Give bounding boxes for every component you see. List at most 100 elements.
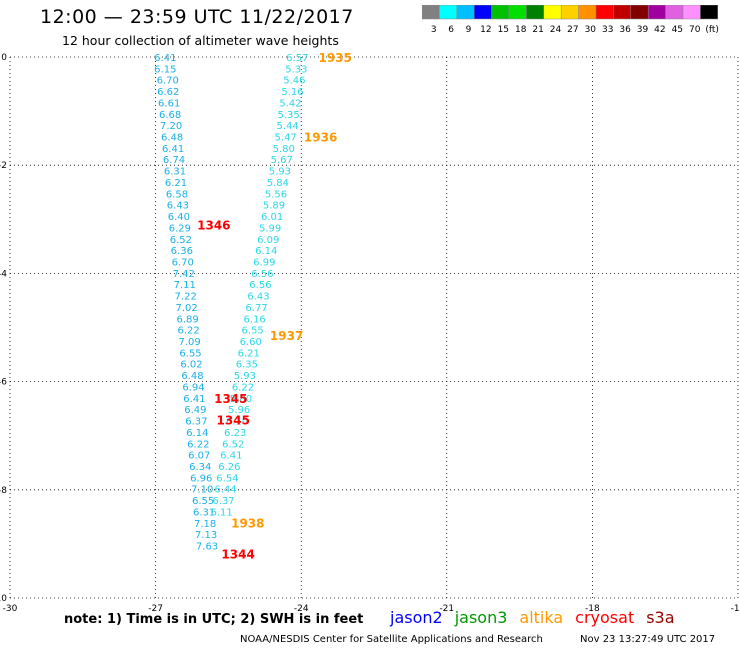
wave-height-point: 5.89 bbox=[263, 201, 285, 212]
wave-height-point: 6.61 bbox=[158, 98, 180, 109]
wave-height-point: 6.48 bbox=[181, 371, 203, 382]
wave-height-point: 6.41 bbox=[183, 394, 205, 405]
wave-height-point: 5.99 bbox=[259, 223, 281, 234]
page-title: 12:00 — 23:59 UTC 11/22/2017 bbox=[40, 6, 354, 28]
wave-height-point: 6.70 bbox=[172, 257, 194, 268]
wave-height-point: 5.56 bbox=[265, 189, 287, 200]
satellite-legend-item: jason2 bbox=[390, 608, 443, 627]
wave-height-point: 6.31 bbox=[193, 507, 215, 518]
legend-label: 18 bbox=[515, 25, 527, 35]
x-tick-label: -24 bbox=[294, 604, 309, 614]
wave-height-point: 6.15 bbox=[154, 64, 176, 75]
wave-height-point: 6.07 bbox=[188, 451, 210, 462]
wave-height-point: 6.44 bbox=[214, 485, 236, 496]
wave-height-point: 5.44 bbox=[276, 121, 298, 132]
y-tick-label: -2 bbox=[0, 161, 7, 171]
legend-label: 9 bbox=[466, 25, 472, 35]
legend-swatch bbox=[700, 5, 719, 20]
pass-time-label: 1344 bbox=[221, 548, 254, 562]
legend-label: 39 bbox=[637, 25, 649, 35]
wave-height-point: 6.43 bbox=[247, 292, 269, 303]
wave-height-point: 6.37 bbox=[185, 417, 207, 428]
wave-height-point: 6.16 bbox=[243, 314, 265, 325]
wave-height-point: 6.43 bbox=[167, 201, 189, 212]
wave-height-point: 5.33 bbox=[285, 64, 307, 75]
pass-time-label: 1935 bbox=[318, 51, 351, 65]
wave-height-point: 6.10 bbox=[226, 417, 248, 428]
legend-label: 30 bbox=[585, 25, 597, 35]
legend-label: 3 bbox=[431, 25, 437, 35]
legend-label: 45 bbox=[672, 25, 683, 35]
wave-height-point: 7.10 bbox=[191, 485, 213, 496]
wave-height-point: 6.29 bbox=[169, 223, 191, 234]
wave-height-point: 6.57 bbox=[286, 53, 308, 64]
wave-height-point: 6.23 bbox=[224, 428, 246, 439]
wave-height-point: 6.49 bbox=[184, 405, 206, 416]
wave-height-point: 7.11 bbox=[174, 280, 196, 291]
wave-height-point: 5.93 bbox=[234, 371, 256, 382]
wave-height-point: 6.41 bbox=[154, 53, 176, 64]
wave-height-point: 6.14 bbox=[186, 428, 208, 439]
wave-height-point: 6.22 bbox=[232, 382, 254, 393]
pass-time-label: 1938 bbox=[231, 516, 264, 530]
legend-label: (ft) bbox=[705, 25, 719, 35]
x-tick-label: -30 bbox=[3, 604, 18, 614]
wave-height-point: 6.68 bbox=[159, 110, 181, 121]
wave-height-point: 6.74 bbox=[163, 155, 185, 166]
wave-height-point: 6.26 bbox=[218, 462, 240, 473]
wave-height-point: 7.18 bbox=[194, 519, 216, 530]
wave-height-point: 6.52 bbox=[170, 235, 192, 246]
wave-height-point: 6.94 bbox=[182, 382, 204, 393]
wave-height-point: 6.09 bbox=[257, 235, 279, 246]
wave-height-point: 6.62 bbox=[157, 87, 179, 98]
legend-label: 21 bbox=[532, 25, 543, 35]
legend-label: 33 bbox=[602, 25, 613, 35]
wave-height-point: 6.14 bbox=[255, 246, 277, 257]
wave-height-point: 7.13 bbox=[195, 530, 217, 541]
wave-height-point: 6.48 bbox=[161, 133, 183, 144]
wave-height-point: 6.52 bbox=[222, 439, 244, 450]
wave-height-point: 6.36 bbox=[171, 246, 193, 257]
pass-time-label: 1345 bbox=[217, 413, 250, 427]
wave-height-point: 7.20 bbox=[160, 121, 182, 132]
wave-height-point: 7.63 bbox=[196, 542, 218, 553]
wave-height-point: 6.22 bbox=[187, 439, 209, 450]
footer-note: note: 1) Time is in UTC; 2) SWH is in fe… bbox=[64, 612, 364, 627]
wave-height-point: 6.54 bbox=[216, 473, 238, 484]
chart-subtitle: 12 hour collection of altimeter wave hei… bbox=[62, 33, 339, 48]
wave-height-point: 6.37 bbox=[212, 496, 234, 507]
y-tick-label: -6 bbox=[0, 378, 7, 388]
wave-height-point: 7.09 bbox=[178, 337, 200, 348]
wave-height-point: 6.99 bbox=[253, 257, 275, 268]
wave-height-point: 5.80 bbox=[230, 394, 252, 405]
wave-height-point: 5.35 bbox=[277, 110, 299, 121]
wave-height-point: 5.80 bbox=[273, 144, 295, 155]
wave-height-point: 5.84 bbox=[267, 178, 289, 189]
legend-label: 42 bbox=[654, 25, 665, 35]
legend-label: 15 bbox=[498, 25, 509, 35]
satellite-legend-item: jason3 bbox=[454, 608, 508, 627]
pass-time-label: 1937 bbox=[270, 329, 303, 343]
wave-height-point: 5.67 bbox=[271, 155, 293, 166]
satellite-legend-item: s3a bbox=[646, 608, 675, 627]
legend-label: 36 bbox=[619, 25, 631, 35]
wave-height-point: 6.31 bbox=[164, 167, 186, 178]
wave-height-point: 6.58 bbox=[166, 189, 188, 200]
wave-height-point: 6.21 bbox=[165, 178, 187, 189]
wave-height-point: 5.93 bbox=[269, 167, 291, 178]
wave-height-point: 6.34 bbox=[189, 462, 211, 473]
satellite-legend-item: altika bbox=[519, 608, 564, 627]
credit-text: NOAA/NESDIS Center for Satellite Applica… bbox=[240, 634, 543, 645]
wave-height-point: 6.02 bbox=[180, 360, 202, 371]
legend-label: 27 bbox=[567, 25, 578, 35]
y-tick-label: 0 bbox=[1, 53, 7, 63]
color-scale-legend: 3 6 9 12 15 18 21 24 27 30 33 36 39 42 45 70 (ft) bbox=[422, 5, 719, 35]
legend-label: 24 bbox=[550, 25, 562, 35]
wave-height-point: 6.41 bbox=[220, 451, 242, 462]
pass-time-label: 1345 bbox=[214, 392, 247, 406]
wave-height-point: 6.70 bbox=[157, 76, 179, 87]
legend-label: 6 bbox=[448, 25, 454, 35]
satellite-legend-item: cryosat bbox=[575, 608, 635, 627]
x-tick-label: -15 bbox=[731, 604, 740, 614]
